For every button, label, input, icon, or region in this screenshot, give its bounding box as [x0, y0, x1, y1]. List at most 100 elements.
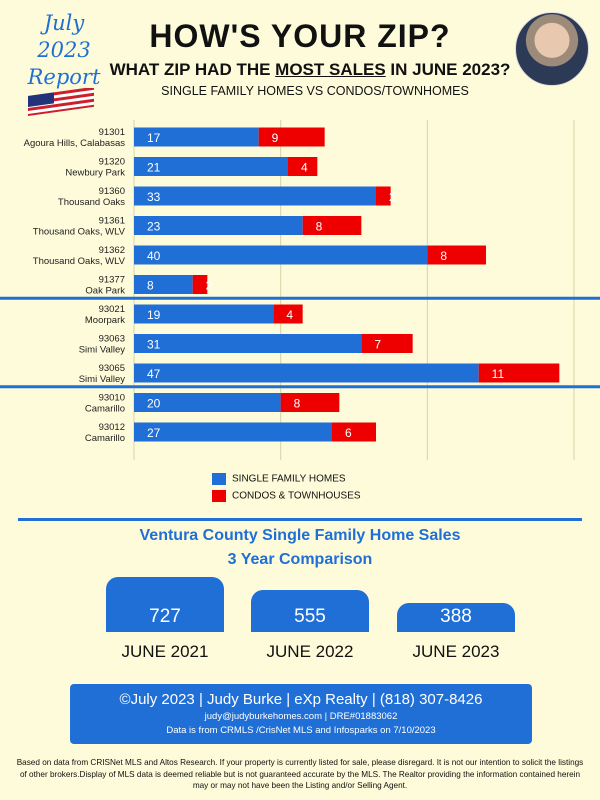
zip-label: 93065: [99, 363, 125, 374]
disclaimer: Based on data from CRISNet MLS and Altos…: [16, 758, 584, 790]
bar-data-label: 19: [147, 308, 161, 322]
area-label: Newbury Park: [65, 168, 125, 179]
comparison-bar: 388: [397, 603, 515, 632]
comparison-subtitle: 3 Year Comparison: [227, 551, 373, 568]
legend-swatch-condo: [212, 490, 226, 502]
bar-data-label: 31: [147, 338, 161, 352]
footer-banner: ©July 2023 | Judy Burke | eXp Realty | (…: [70, 684, 532, 744]
legend-label-sfh: SINGLE FAMILY HOMES: [232, 473, 346, 485]
comparison-label: JUNE 2021: [121, 642, 209, 661]
bar-data-label: 2: [206, 279, 213, 293]
area-label: Camarillo: [85, 433, 125, 444]
area-label: Oak Park: [85, 286, 125, 297]
footer-email-dre: judy@judyburkehomes.com | DRE#01883062: [204, 711, 398, 722]
area-label: Simi Valley: [79, 374, 126, 385]
zip-label: 93012: [99, 422, 125, 433]
footer-contact: ©July 2023 | Judy Burke | eXp Realty | (…: [119, 691, 483, 708]
bar-data-label: 8: [440, 249, 447, 263]
bar-data-label: 9: [272, 131, 279, 145]
legend-item-condo: CONDOS & TOWNHOUSES: [212, 490, 361, 502]
bar-single-family: [134, 275, 193, 294]
bar-data-label: 4: [286, 308, 293, 322]
page-subtitle: WHAT ZIP HAD THE MOST SALES IN JUNE 2023…: [0, 60, 600, 80]
avatar: [515, 12, 589, 86]
bar-single-family: [134, 216, 303, 235]
bar-data-label: 47: [147, 367, 161, 381]
bar-data-label: 8: [316, 220, 323, 234]
comparison-label: JUNE 2023: [412, 642, 500, 661]
bar-data-label: 21: [147, 161, 161, 175]
comparison-bar: 727: [106, 577, 224, 632]
zip-label: 93021: [99, 304, 125, 315]
bar-data-label: 6: [345, 426, 352, 440]
badge-month: July 2023: [37, 11, 91, 62]
bar-condo: [273, 304, 303, 324]
zip-label: 91360: [99, 186, 125, 197]
legend-label-condo: CONDOS & TOWNHOUSES: [232, 490, 361, 502]
group-separator: [0, 385, 600, 389]
page-title: HOW'S YOUR ZIP?: [149, 18, 451, 54]
area-label: Simi Valley: [79, 345, 126, 356]
legend-item-sfh: SINGLE FAMILY HOMES: [212, 473, 346, 485]
report-badge: July 2023 Report: [18, 10, 110, 91]
page-sub-subtitle: SINGLE FAMILY HOMES VS CONDOS/TOWNHOMES: [161, 84, 469, 98]
bar-data-label: 11: [492, 367, 505, 381]
zip-label: 91301: [99, 127, 125, 138]
bar-single-family: [134, 157, 288, 176]
zip-label: 91320: [99, 157, 125, 168]
bar-data-label: 23: [147, 220, 161, 234]
bar-data-label: 7: [374, 338, 381, 352]
bar-condo: [427, 245, 486, 265]
comparison-label: JUNE 2022: [266, 642, 354, 661]
bar-data-label: 27: [147, 426, 161, 440]
badge-report: Report: [27, 65, 101, 89]
zip-label: 91361: [99, 216, 125, 227]
bar-condo: [361, 334, 413, 353]
subtitle-post: IN JUNE 2023?: [385, 60, 511, 79]
bar-condo: [302, 216, 362, 235]
subtitle-pre: WHAT ZIP HAD THE: [109, 60, 276, 79]
footer-data-source: Data is from CRMLS /CrisNet MLS and Info…: [166, 725, 436, 736]
bar-single-family: [134, 245, 428, 265]
bar-data-label: 2: [389, 190, 396, 204]
comparison-title: Ventura County Single Family Home Sales: [139, 527, 461, 544]
bar-condo: [192, 275, 208, 294]
bar-single-family: [134, 186, 376, 206]
bar-single-family: [134, 422, 332, 442]
bar-single-family: [134, 304, 274, 324]
legend-swatch-sfh: [212, 473, 226, 485]
bar-data-label: 17: [147, 131, 161, 145]
zip-label: 93063: [99, 334, 125, 345]
zip-label: 93010: [99, 393, 125, 404]
bar-condo: [280, 393, 340, 412]
area-label: Agoura Hills, Calabasas: [24, 138, 126, 149]
bar-data-label: 33: [147, 190, 161, 204]
bar-condo: [332, 422, 376, 442]
area-label: Moorpark: [85, 315, 125, 326]
bar-data-label: 8: [294, 397, 301, 411]
area-label: Thousand Oaks, WLV: [33, 227, 126, 238]
area-label: Thousand Oaks: [58, 197, 125, 208]
zip-label: 91362: [99, 245, 125, 256]
bar-condo: [288, 157, 318, 176]
bar-data-label: 4: [301, 161, 308, 175]
section-divider: [18, 518, 582, 521]
bar-condo: [478, 363, 560, 383]
group-separator: [0, 296, 600, 300]
bar-condo: [258, 127, 325, 147]
area-label: Camarillo: [85, 404, 125, 415]
comparison-bar: 555: [251, 590, 369, 632]
bar-data-label: 40: [147, 249, 161, 263]
bar-data-label: 20: [147, 397, 161, 411]
bar-data-label: 8: [147, 279, 154, 293]
bar-single-family: [134, 393, 281, 412]
bar-single-family: [134, 363, 479, 383]
zip-sales-chart: 020406091301Agoura Hills, Calabasas17991…: [0, 120, 600, 460]
bar-single-family: [134, 127, 259, 147]
bar-condo: [376, 186, 391, 206]
zip-label: 91377: [99, 275, 125, 286]
subtitle-emphasis: MOST SALES: [275, 60, 386, 79]
area-label: Thousand Oaks, WLV: [33, 256, 126, 267]
us-flag-icon: [28, 88, 94, 116]
bar-single-family: [134, 334, 362, 353]
